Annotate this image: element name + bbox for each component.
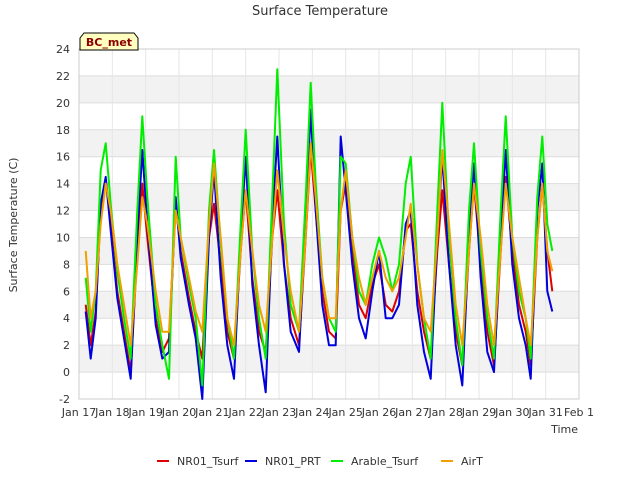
x-tick-label: Jan 22 bbox=[227, 406, 262, 419]
x-tick-label: Jan 25 bbox=[327, 406, 362, 419]
y-tick-label: 0 bbox=[63, 366, 70, 379]
plot-band bbox=[79, 156, 579, 184]
plot-band bbox=[79, 210, 579, 238]
legend-label: NR01_PRT bbox=[265, 455, 321, 468]
legend: NR01_Tsurf NR01_PRT Arable_Tsurf AirT bbox=[157, 455, 483, 468]
y-tick-label: 10 bbox=[56, 231, 70, 244]
series-layer bbox=[84, 68, 554, 400]
y-tick-label: 16 bbox=[56, 151, 70, 164]
plot-band bbox=[79, 372, 579, 399]
plot-band bbox=[79, 345, 579, 373]
plot-band bbox=[79, 75, 579, 103]
chart-title: Surface Temperature bbox=[252, 4, 388, 19]
x-axis-label: Time bbox=[550, 423, 578, 436]
plot-band bbox=[79, 237, 579, 265]
legend-label: NR01_Tsurf bbox=[177, 455, 239, 468]
x-tick-label: Jan 31 bbox=[527, 406, 562, 419]
legend-item-nr01-prt: NR01_PRT bbox=[245, 455, 321, 468]
series-line-nr01-prt bbox=[84, 108, 554, 400]
y-tick-label: 6 bbox=[63, 285, 70, 298]
y-tick-label: 12 bbox=[56, 205, 70, 218]
x-tick-label: Jan 21 bbox=[194, 406, 229, 419]
y-tick-label: 24 bbox=[56, 43, 70, 56]
plot-band bbox=[79, 129, 579, 157]
site-tag: BC_met bbox=[79, 32, 139, 51]
series-line-airt bbox=[84, 142, 554, 347]
x-tick-label: Jan 20 bbox=[161, 406, 196, 419]
plot-band bbox=[79, 102, 579, 130]
x-tick-label: Jan 19 bbox=[127, 406, 162, 419]
legend-item-airt: AirT bbox=[441, 455, 483, 468]
y-tick-label: 2 bbox=[63, 339, 70, 352]
y-tick-label: -2 bbox=[59, 393, 70, 406]
x-tick-label: Jan 24 bbox=[294, 406, 329, 419]
y-tick-label: 14 bbox=[56, 178, 70, 191]
x-tick-label: Jan 27 bbox=[394, 406, 429, 419]
x-tick-label: Jan 28 bbox=[427, 406, 462, 419]
x-tick-label: Jan 30 bbox=[494, 406, 529, 419]
plot-band bbox=[79, 264, 579, 292]
plot-frame bbox=[78, 48, 580, 400]
x-tick-label: Feb 1 bbox=[564, 406, 594, 419]
legend-label: Arable_Tsurf bbox=[351, 455, 419, 468]
y-tick-label: 4 bbox=[63, 312, 70, 325]
site-tag-box bbox=[79, 32, 139, 51]
legend-item-arable-tsurf: Arable_Tsurf bbox=[331, 455, 419, 468]
plot-background-bands bbox=[79, 49, 579, 399]
x-tick-label: Jan 18 bbox=[94, 406, 129, 419]
x-tick-label: Jan 26 bbox=[361, 406, 396, 419]
plot-band bbox=[79, 49, 579, 76]
legend-item-nr01-tsurf: NR01_Tsurf bbox=[157, 455, 239, 468]
plot-band bbox=[79, 183, 579, 211]
x-tick-label: Jan 23 bbox=[261, 406, 296, 419]
x-tick-label: Jan 29 bbox=[461, 406, 496, 419]
y-axis-label: Surface Temperature (C) bbox=[7, 158, 20, 293]
site-tag-label: BC_met bbox=[86, 36, 132, 49]
y-tick-label: 20 bbox=[56, 97, 70, 110]
y-tick-label: 8 bbox=[63, 258, 70, 271]
legend-label: AirT bbox=[461, 455, 483, 468]
y-tick-label: 22 bbox=[56, 70, 70, 83]
x-tick-label: Jan 17 bbox=[61, 406, 96, 419]
y-tick-label: 18 bbox=[56, 124, 70, 137]
